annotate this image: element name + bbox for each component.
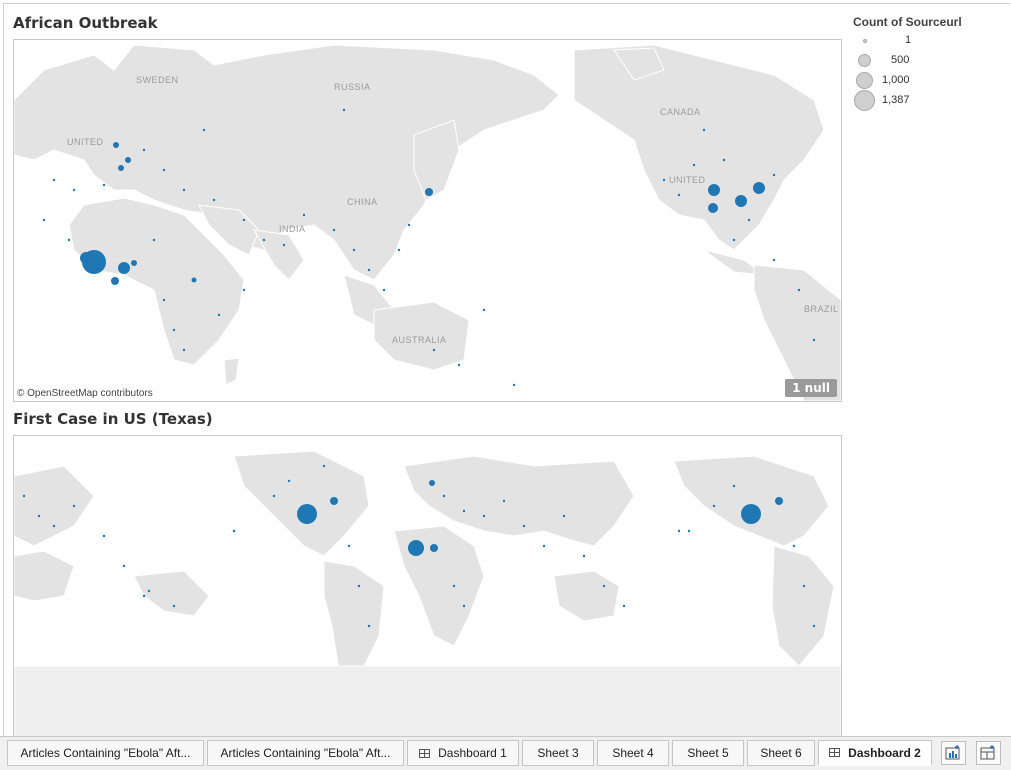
label-russia: RUSSIA (334, 82, 371, 92)
legend-label-1000: 1,000 (882, 74, 910, 86)
legend-title: Count of Sourceurl (853, 15, 962, 29)
new-worksheet-icon (945, 745, 960, 760)
mark-west-africa[interactable] (80, 252, 92, 264)
map2-title: First Case in US (Texas) (13, 410, 213, 428)
mark-east-africa[interactable] (191, 277, 197, 283)
label-united-kingdom: UNITED (67, 137, 104, 147)
mark-us-texas[interactable] (708, 184, 720, 196)
legend-item-1387[interactable]: 1,387 (853, 90, 1003, 111)
tab-sheet-3[interactable]: Sheet 3 (522, 740, 594, 766)
dashboard-canvas: African Outbreak SWEDEN RUSSIA UNITED (3, 3, 1010, 739)
map2-svg (14, 450, 841, 738)
mark-europe-2[interactable] (125, 157, 131, 163)
legend-item-500[interactable]: 500 (853, 51, 1003, 71)
label-brazil: BRAZIL (804, 304, 839, 314)
map-first-case-us[interactable] (13, 435, 842, 739)
new-dashboard-button[interactable] (976, 741, 1001, 765)
mark-nigeria[interactable] (118, 262, 130, 274)
mark-us-atlanta[interactable] (735, 195, 747, 207)
tab-articles-ebola-1[interactable]: Articles Containing "Ebola" Aft... (7, 740, 204, 766)
dashboard-icon (829, 748, 841, 757)
mark2-us-east-repeat[interactable] (775, 497, 783, 505)
tab-dashboard-1[interactable]: Dashboard 1 (407, 740, 519, 766)
mark-gulf-guinea[interactable] (111, 277, 119, 285)
mark2-west-africa-2[interactable] (430, 544, 438, 552)
tab-label: Sheet 4 (612, 746, 654, 760)
map1-svg: SWEDEN RUSSIA UNITED CHINA INDIA CANADA … (14, 44, 841, 401)
mark2-texas-repeat[interactable] (741, 504, 761, 524)
mark-europe[interactable] (118, 165, 124, 171)
size-legend: Count of Sourceurl 1 500 1,000 1,387 (853, 15, 1003, 111)
label-canada: CANADA (660, 107, 701, 117)
sheet-tab-bar: Articles Containing "Ebola" Aft... Artic… (0, 736, 1011, 770)
mark-cameroon[interactable] (131, 260, 137, 266)
legend-label-1387: 1,387 (882, 94, 910, 106)
tab-label: Sheet 3 (537, 746, 579, 760)
legend-circle-1000 (856, 72, 873, 89)
label-india: INDIA (279, 224, 306, 234)
tab-label: Dashboard 1 (438, 746, 507, 760)
tab-sheet-6[interactable]: Sheet 6 (747, 740, 815, 766)
tab-sheet-5[interactable]: Sheet 5 (672, 740, 744, 766)
legend-circle-1387 (854, 90, 875, 111)
legend-item-1[interactable]: 1 (853, 31, 1003, 51)
mark-us-south[interactable] (708, 203, 718, 213)
label-australia: AUSTRALIA (392, 335, 447, 345)
new-worksheet-button[interactable] (941, 741, 966, 765)
tab-label: Articles Containing "Ebola" Aft... (20, 746, 191, 760)
map1-small-marks (42, 108, 816, 387)
mark2-west-africa[interactable] (408, 540, 424, 556)
mark-us-east[interactable] (753, 182, 765, 194)
mark2-europe[interactable] (429, 480, 435, 486)
dashboard-icon (419, 748, 431, 758)
tab-label: Sheet 6 (760, 746, 802, 760)
label-united-states: UNITED (669, 175, 706, 185)
tab-articles-ebola-2[interactable]: Articles Containing "Ebola" Aft... (207, 740, 404, 766)
mark-uk[interactable] (113, 142, 119, 148)
label-china: CHINA (347, 197, 378, 207)
new-dashboard-icon (980, 745, 995, 760)
mark2-us-east[interactable] (330, 497, 338, 505)
legend-item-1000[interactable]: 1,000 (853, 71, 1003, 91)
tab-label: Dashboard 2 (848, 745, 921, 760)
mark2-texas-large[interactable] (297, 504, 317, 524)
tab-label: Articles Containing "Ebola" Aft... (220, 746, 391, 760)
label-sweden: SWEDEN (136, 75, 179, 85)
legend-label-500: 500 (891, 54, 910, 66)
map1-title: African Outbreak (13, 14, 158, 32)
legend-circle-500 (858, 54, 871, 67)
tab-dashboard-2[interactable]: Dashboard 2 (818, 740, 932, 766)
tab-label: Sheet 5 (687, 746, 729, 760)
legend-label-1: 1 (905, 34, 912, 46)
legend-circle-1 (863, 39, 867, 43)
map-credit: © OpenStreetMap contributors (17, 388, 153, 399)
null-indicator[interactable]: 1 null (785, 379, 837, 397)
mark-japan[interactable] (425, 188, 433, 196)
tab-sheet-4[interactable]: Sheet 4 (597, 740, 669, 766)
map2-small-marks (22, 464, 816, 628)
map-african-outbreak[interactable]: SWEDEN RUSSIA UNITED CHINA INDIA CANADA … (13, 39, 842, 402)
